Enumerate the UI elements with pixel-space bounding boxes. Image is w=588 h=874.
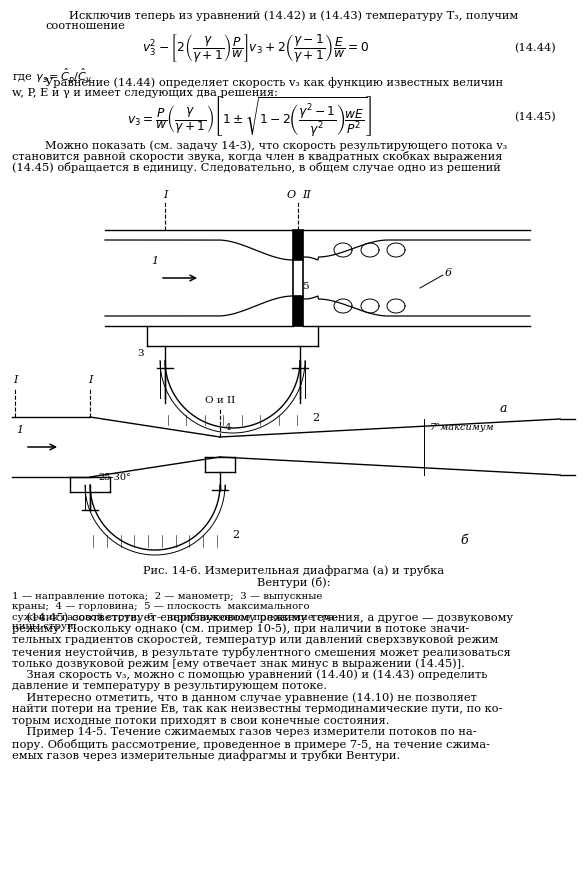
Text: $v_3^2 - \left[2\left(\dfrac{\gamma}{\gamma+1}\right)\dfrac{P}{w}\right]v_3 + 2\: $v_3^2 - \left[2\left(\dfrac{\gamma}{\ga… — [142, 32, 369, 64]
Text: Вентури (б):: Вентури (б): — [258, 577, 330, 588]
Text: 6: 6 — [445, 268, 452, 278]
Text: 2: 2 — [232, 530, 239, 540]
Text: становится равной скорости звука, когда член в квадратных скобках выражения: становится равной скорости звука, когда … — [12, 151, 503, 162]
Bar — [293, 230, 303, 260]
Text: w, P, E и γ и имеет следующих два решения:: w, P, E и γ и имеет следующих два решени… — [12, 88, 278, 98]
Text: $v_3 = \dfrac{P}{w}\left(\dfrac{\gamma}{\gamma+1}\right)\left[1 \pm \sqrt{1 - 2\: $v_3 = \dfrac{P}{w}\left(\dfrac{\gamma}{… — [128, 94, 373, 139]
Text: I: I — [13, 375, 17, 385]
Text: Рис. 14-6. Измерительная диафрагма (а) и трубка: Рис. 14-6. Измерительная диафрагма (а) и… — [143, 565, 445, 576]
Text: (14.44): (14.44) — [514, 43, 556, 53]
Text: Исключив теперь из уравнений (14.42) и (14.43) температуру Т₃, получим: Исключив теперь из уравнений (14.42) и (… — [69, 10, 519, 21]
Text: II: II — [303, 190, 312, 200]
Text: только дозвуковой режим [ему отвечает знак минус в выражении (14.45)].: только дозвуковой режим [ему отвечает зн… — [12, 658, 465, 669]
Text: I: I — [88, 375, 92, 385]
Text: емых газов через измерительные диафрагмы и трубки Вентури.: емых газов через измерительные диафрагмы… — [12, 750, 400, 761]
Text: I: I — [163, 190, 167, 200]
Text: 1 — направление потока;  2 — манометр;  3 — выпускные: 1 — направление потока; 2 — манометр; 3 … — [12, 592, 322, 601]
Text: тельных градиентов скоростей, температур или давлений сверхзвуковой режим: тельных градиентов скоростей, температур… — [12, 635, 498, 645]
Text: 7°максимум: 7°максимум — [430, 422, 495, 432]
Text: краны;  4 — горловина;  5 — плоскость  максимального: краны; 4 — горловина; 5 — плоскость макс… — [12, 602, 310, 611]
Text: (14.45) соответствует сверхзвуковому режиму течения, а другое — дозвуковому: (14.45) соответствует сверхзвуковому реж… — [12, 612, 513, 622]
Text: Можно показать (см. задачу 14-3), что скорость результирующего потока v₃: Можно показать (см. задачу 14-3), что ск… — [45, 140, 507, 150]
Text: соотношение: соотношение — [45, 21, 125, 31]
Text: 1: 1 — [16, 425, 24, 435]
Text: режиму. Поскольку однако (см. пример 10-5), при наличии в потоке значи-: режиму. Поскольку однако (см. пример 10-… — [12, 623, 469, 634]
Text: O: O — [286, 190, 296, 200]
Text: ницы струи.: ницы струи. — [12, 622, 77, 631]
Text: течения неустойчив, в результате турбулентного смешения может реализоваться: течения неустойчив, в результате турбуле… — [12, 647, 511, 657]
Text: a: a — [500, 401, 507, 414]
Text: пору. Обобщить рассмотрение, проведенное в примере 7-5, на течение сжима-: пору. Обобщить рассмотрение, проведенное… — [12, 739, 490, 750]
Text: где $\gamma_s = \hat{C}_p/\hat{C}_v$: где $\gamma_s = \hat{C}_p/\hat{C}_v$ — [12, 66, 92, 87]
Text: 5: 5 — [302, 282, 309, 291]
Text: давление и температуру в результирующем потоке.: давление и температуру в результирующем … — [12, 681, 327, 691]
Text: б: б — [460, 533, 467, 546]
Text: торым исходные потоки приходят в свои конечные состояния.: торым исходные потоки приходят в свои ко… — [12, 716, 389, 725]
Text: 1: 1 — [152, 256, 159, 266]
Text: О и II: О и II — [205, 396, 235, 405]
Bar — [293, 296, 303, 326]
Text: Интересно отметить, что в данном случае уравнение (14.10) не позволяет: Интересно отметить, что в данном случае … — [12, 692, 477, 703]
Text: Уравнение (14.44) определяет скорость v₃ как функцию известных величин: Уравнение (14.44) определяет скорость v₃… — [45, 77, 503, 87]
Text: 2: 2 — [312, 413, 319, 423]
Text: Пример 14-5. Течение сжимаемых газов через измерители потоков по на-: Пример 14-5. Течение сжимаемых газов чер… — [12, 727, 477, 737]
Text: 4: 4 — [225, 423, 232, 432]
Text: 3: 3 — [138, 350, 144, 358]
Text: сужения газовой струи;  6 — приближенное положение гра-: сужения газовой струи; 6 — приближенное … — [12, 612, 338, 621]
Text: (14.45): (14.45) — [514, 112, 556, 122]
Text: (14.45) обращается в единицу. Следовательно, в общем случае одно из решений: (14.45) обращается в единицу. Следовател… — [12, 162, 501, 173]
Text: 25-30°: 25-30° — [98, 473, 131, 482]
Text: Зная скорость v₃, можно с помощью уравнений (14.40) и (14.43) определить: Зная скорость v₃, можно с помощью уравне… — [12, 669, 487, 680]
Text: найти потери на трение Ев, так как неизвестны термодинамические пути, по ко-: найти потери на трение Ев, так как неизв… — [12, 704, 502, 714]
